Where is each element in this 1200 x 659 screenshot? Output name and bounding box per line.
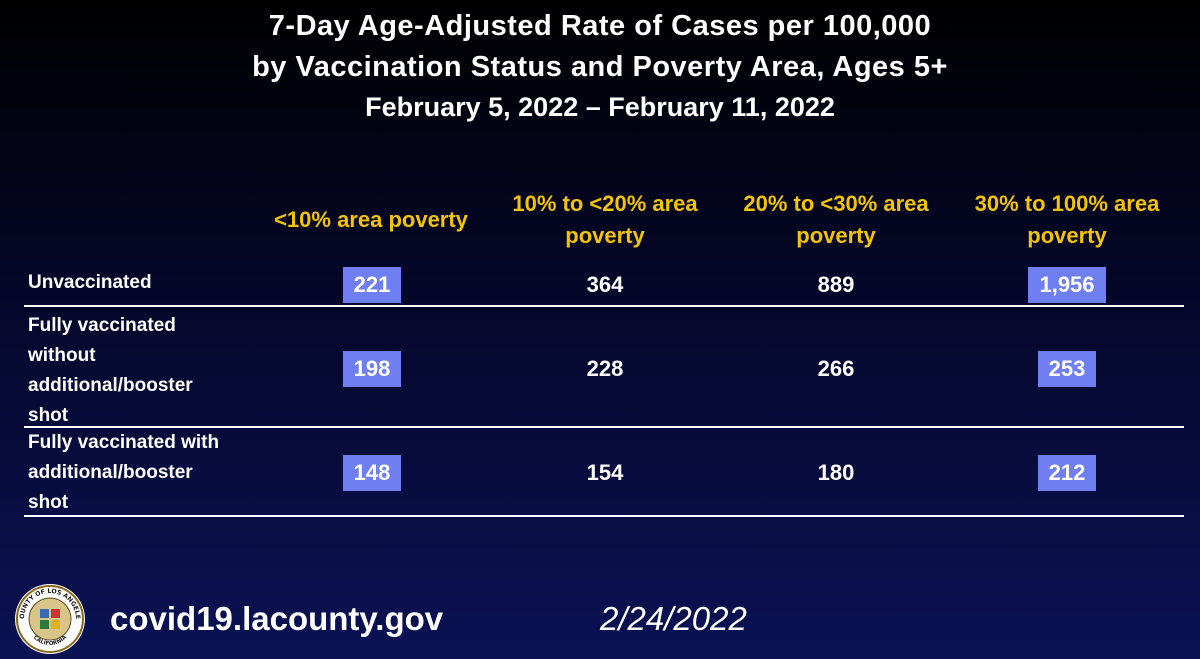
row-divider [24, 305, 1184, 307]
table-cell: 198 [307, 351, 437, 387]
table-cell: 148 [307, 455, 437, 491]
column-header-lt10: <10% area poverty [274, 207, 468, 232]
table-cell: 221 [307, 267, 437, 303]
title-line-1: 7-Day Age-Adjusted Rate of Cases per 100… [268, 10, 932, 42]
table-cell: 364 [586, 272, 624, 297]
title-date-range: February 5, 2022 – February 11, 2022 [365, 92, 835, 122]
column-header-30-100: 30% to 100% area poverty [974, 191, 1160, 248]
table-cell: 212 [1002, 455, 1132, 491]
column-header-20-30: 20% to <30% area poverty [743, 191, 929, 248]
website-link[interactable]: covid19.lacounty.gov [110, 600, 444, 637]
row-label-unvaccinated: Unvaccinated [28, 272, 152, 293]
table-cell: 154 [586, 460, 624, 485]
row-divider [24, 515, 1184, 517]
table-cell: 253 [1002, 351, 1132, 387]
table-cell: 1,956 [1002, 267, 1132, 303]
county-seal-icon: COUNTY OF LOS ANGELES CALIFORNIA [14, 583, 85, 654]
column-header-10-20: 10% to <20% area poverty [512, 191, 698, 248]
table-cell: 266 [817, 356, 855, 381]
title-line-2: by Vaccination Status and Poverty Area, … [252, 51, 948, 83]
row-label-fully-vaccinated-with-booster: Fully vaccinated with additional/booster… [28, 432, 220, 513]
row-divider [24, 426, 1184, 428]
table-cell: 180 [817, 460, 855, 485]
table-cell: 228 [586, 356, 624, 381]
slide-date: 2/24/2022 [600, 600, 747, 637]
row-label-fully-vaccinated-without-booster: Fully vaccinated without additional/boos… [28, 315, 193, 426]
table-cell: 889 [817, 272, 855, 297]
